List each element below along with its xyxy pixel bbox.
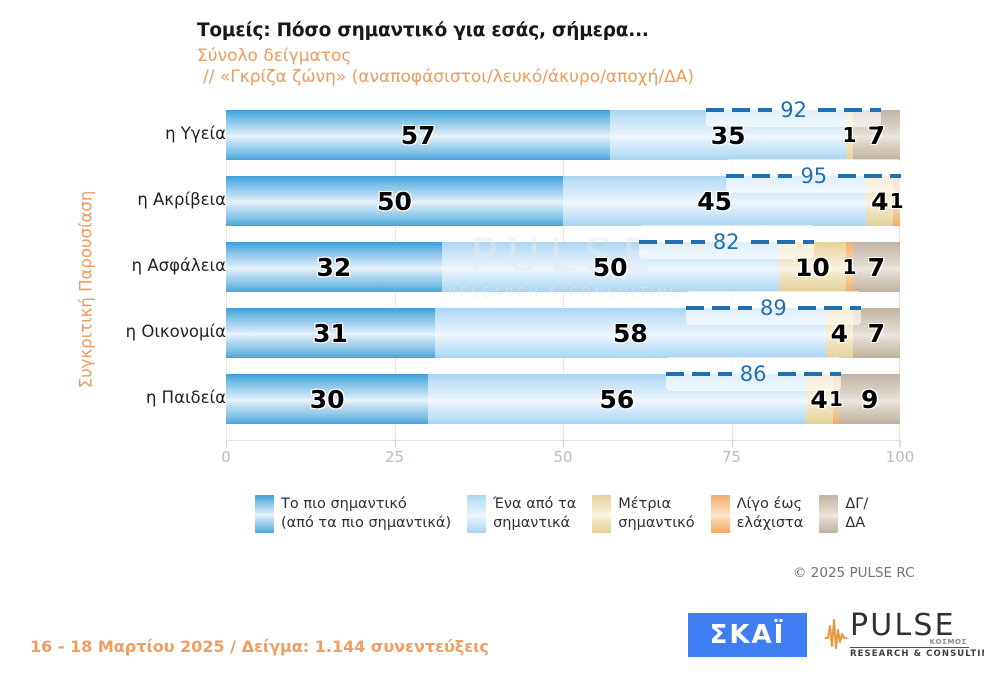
bar-segment-value: 4 [871, 186, 889, 216]
x-axis-tick-label: 0 [221, 448, 231, 466]
bar-segment-value: 7 [867, 318, 886, 348]
bar-segment[interactable]: 10 [778, 242, 847, 292]
skai-logo: ΣΚΑΪ [688, 613, 807, 657]
bar-segment[interactable]: 30 [226, 374, 429, 424]
x-axis-tick-label: 25 [384, 448, 405, 466]
x-axis-tick [394, 440, 396, 447]
pulse-logo-kosmos: ΚΟΣΜΟΣ [929, 638, 967, 646]
bar-segment[interactable]: 45 [563, 176, 867, 226]
category-label: η Υγεία [165, 124, 226, 143]
legend-swatch [819, 495, 839, 533]
x-axis-tick [226, 440, 227, 447]
waveform-icon [825, 619, 847, 649]
bar-row[interactable]: 32 50 10 1 7 [226, 242, 900, 292]
bar-row[interactable]: 57 35 1 7 [226, 110, 900, 160]
bar-segment-value: 4 [830, 318, 849, 348]
bar-segment[interactable]: 35 [610, 110, 847, 160]
legend-label: Μέτρια σημαντικό [618, 496, 695, 532]
chart-plot-area: 57 35 1 7 50 45 4 1 32 50 10 1 7 31 58 4 7 30 56 4 1 9 92 95 82 8… [226, 93, 904, 448]
category-label: η Παιδεία [145, 388, 226, 407]
legend-swatch [255, 495, 274, 533]
x-axis-tick [563, 440, 564, 447]
x-axis-tick-label: 50 [553, 448, 573, 466]
legend-item[interactable]: Μέτρια σημαντικό [592, 495, 695, 533]
bar-row[interactable]: 50 45 4 1 [226, 176, 904, 226]
bar-segment[interactable]: 7 [852, 308, 900, 358]
legend-label: Λίγο έως ελάχιστα [736, 496, 804, 532]
bar-segment-value: 32 [316, 252, 352, 282]
bar-segment[interactable]: 4 [825, 308, 853, 358]
bar-segment[interactable]: 58 [434, 308, 826, 358]
legend-label: ΔΓ/ ΔΑ [845, 496, 869, 532]
bar-segment-value: 4 [810, 384, 828, 414]
bar-segment-value: 30 [309, 384, 345, 414]
bar-segment[interactable]: 7 [852, 242, 900, 292]
bar-segment[interactable]: 50 [226, 176, 563, 226]
legend-label: Το πιο σημαντικό (από τα πιο σημαντικά) [281, 496, 452, 532]
fieldwork-note: 16 - 18 Μαρτίου 2025 / Δείγμα: 1.144 συν… [30, 637, 489, 656]
bar-segment[interactable]: 31 [226, 308, 435, 358]
bar-segment[interactable]: 56 [428, 374, 806, 424]
bar-segment[interactable]: 7 [852, 110, 900, 160]
legend-label: Ένα από τα σημαντικά [493, 496, 577, 532]
legend-item[interactable]: Το πιο σημαντικό (από τα πιο σημαντικά) [255, 495, 451, 533]
bar-segment-value: 57 [400, 120, 436, 150]
category-label: η Ασφάλεια [131, 256, 226, 275]
pulse-logo-rule [850, 647, 969, 648]
pulse-logo: PULSE ΚΟΣΜΟΣ RESEARCH & CONSULTING [824, 608, 984, 660]
pulse-logo-text: PULSE [850, 608, 956, 643]
bar-segment-value: 7 [867, 252, 886, 282]
bar-segment-value: 9 [860, 384, 879, 414]
bar-segment-value: 50 [377, 186, 412, 216]
legend-swatch [710, 495, 730, 533]
bar-segment[interactable]: 32 [226, 242, 442, 292]
bar-row[interactable]: 31 58 4 7 [226, 308, 900, 358]
bar-segment[interactable]: 50 [441, 242, 779, 292]
bar-segment-value: 1 [828, 387, 843, 411]
x-axis-tick-label: 100 [885, 448, 915, 466]
subtitle-grey-zone: // «Γκρίζα ζώνη» (αναποφάσιστοι/λευκό/άκ… [203, 67, 694, 87]
subtitle-sample: Σύνολο δείγματος [197, 46, 352, 66]
bar-segment-value: 58 [612, 318, 648, 348]
category-label: η Ακρίβεια [137, 190, 226, 209]
x-axis-tick [900, 440, 901, 447]
bar-row[interactable]: 30 56 4 1 9 [226, 374, 900, 424]
x-axis-tick-label: 75 [721, 448, 742, 466]
legend-swatch [467, 495, 487, 533]
page-title: Τομείς: Πόσο σημαντικό για εσάς, σήμερα.… [197, 20, 649, 41]
bar-segment-value: 31 [313, 318, 348, 348]
bar-segment-value: 56 [599, 384, 635, 414]
bar-segment[interactable]: 9 [839, 374, 900, 424]
bar-segment-value: 45 [697, 186, 733, 216]
x-axis: 0 25 50 75 100 [221, 440, 914, 470]
legend-item[interactable]: Ένα από τα σημαντικά [467, 495, 576, 533]
bar-segment-value: 1 [842, 255, 857, 279]
bar-segment[interactable]: 57 [226, 110, 611, 160]
bar-segment[interactable]: 1 [842, 110, 856, 160]
bar-segment-value: 1 [842, 123, 857, 147]
bar-segment[interactable]: 1 [829, 374, 843, 424]
copyright-text: © 2025 PULSE RC [793, 565, 915, 581]
bar-segment-value: 10 [794, 252, 830, 282]
skai-logo-text: ΣΚΑΪ [709, 620, 786, 650]
title-block: Τομείς: Πόσο σημαντικό για εσάς, σήμερα.… [197, 20, 957, 87]
legend-item[interactable]: ΔΓ/ ΔΑ [819, 495, 868, 533]
legend-item[interactable]: Λίγο έως ελάχιστα [710, 495, 804, 533]
bar-segment[interactable]: 1 [842, 242, 856, 292]
bar-segment-value: 7 [867, 120, 886, 150]
pulse-logo-subtitle: RESEARCH & CONSULTING [850, 649, 984, 659]
bar-segment[interactable]: 1 [890, 176, 904, 226]
category-label: η Οικονομία [125, 322, 226, 341]
bar-segment-value: 50 [592, 252, 628, 282]
chart-legend: Το πιο σημαντικό (από τα πιο σημαντικά) Έ… [255, 495, 868, 533]
x-axis-tick [731, 440, 733, 447]
bar-segment-value: 1 [889, 189, 904, 213]
bar-segment-value: 35 [710, 120, 746, 150]
legend-swatch [592, 495, 612, 533]
